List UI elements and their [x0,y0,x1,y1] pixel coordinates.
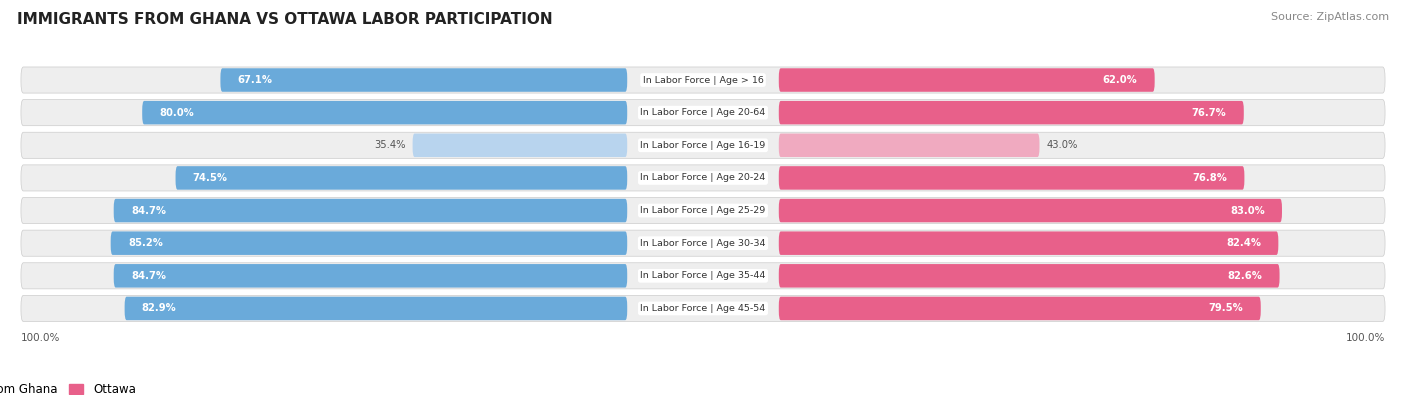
FancyBboxPatch shape [21,100,1385,126]
Text: 85.2%: 85.2% [128,238,163,248]
Text: 84.7%: 84.7% [131,205,166,216]
FancyBboxPatch shape [21,67,1385,93]
FancyBboxPatch shape [142,101,627,124]
Text: 82.6%: 82.6% [1227,271,1263,281]
Text: In Labor Force | Age 25-29: In Labor Force | Age 25-29 [640,206,766,215]
FancyBboxPatch shape [779,297,1261,320]
Text: 84.7%: 84.7% [131,271,166,281]
Text: In Labor Force | Age 45-54: In Labor Force | Age 45-54 [640,304,766,313]
FancyBboxPatch shape [114,264,627,288]
Text: In Labor Force | Age 30-34: In Labor Force | Age 30-34 [640,239,766,248]
FancyBboxPatch shape [779,134,1039,157]
Text: IMMIGRANTS FROM GHANA VS OTTAWA LABOR PARTICIPATION: IMMIGRANTS FROM GHANA VS OTTAWA LABOR PA… [17,12,553,27]
FancyBboxPatch shape [21,263,1385,289]
Text: 67.1%: 67.1% [238,75,273,85]
Text: 82.9%: 82.9% [142,303,177,314]
Text: In Labor Force | Age 16-19: In Labor Force | Age 16-19 [640,141,766,150]
FancyBboxPatch shape [21,230,1385,256]
FancyBboxPatch shape [412,134,627,157]
FancyBboxPatch shape [221,68,627,92]
Text: In Labor Force | Age 20-24: In Labor Force | Age 20-24 [640,173,766,182]
FancyBboxPatch shape [21,295,1385,322]
Legend: Immigrants from Ghana, Ottawa: Immigrants from Ghana, Ottawa [0,383,136,395]
FancyBboxPatch shape [125,297,627,320]
Text: 62.0%: 62.0% [1102,75,1137,85]
Text: In Labor Force | Age 35-44: In Labor Force | Age 35-44 [640,271,766,280]
Text: 100.0%: 100.0% [1346,333,1385,343]
Text: In Labor Force | Age 20-64: In Labor Force | Age 20-64 [640,108,766,117]
FancyBboxPatch shape [779,199,1282,222]
FancyBboxPatch shape [21,165,1385,191]
Text: 79.5%: 79.5% [1209,303,1243,314]
Text: Source: ZipAtlas.com: Source: ZipAtlas.com [1271,12,1389,22]
Text: 80.0%: 80.0% [159,108,194,118]
Text: In Labor Force | Age > 16: In Labor Force | Age > 16 [643,75,763,85]
Text: 82.4%: 82.4% [1226,238,1261,248]
FancyBboxPatch shape [114,199,627,222]
Text: 74.5%: 74.5% [193,173,228,183]
FancyBboxPatch shape [21,198,1385,224]
FancyBboxPatch shape [111,231,627,255]
Text: 35.4%: 35.4% [374,140,406,150]
FancyBboxPatch shape [779,101,1244,124]
Text: 76.7%: 76.7% [1192,108,1226,118]
Text: 83.0%: 83.0% [1230,205,1265,216]
Text: 100.0%: 100.0% [21,333,60,343]
FancyBboxPatch shape [779,166,1244,190]
FancyBboxPatch shape [779,231,1278,255]
FancyBboxPatch shape [21,132,1385,158]
Text: 43.0%: 43.0% [1046,140,1078,150]
Text: 76.8%: 76.8% [1192,173,1227,183]
FancyBboxPatch shape [779,264,1279,288]
FancyBboxPatch shape [779,68,1154,92]
FancyBboxPatch shape [176,166,627,190]
